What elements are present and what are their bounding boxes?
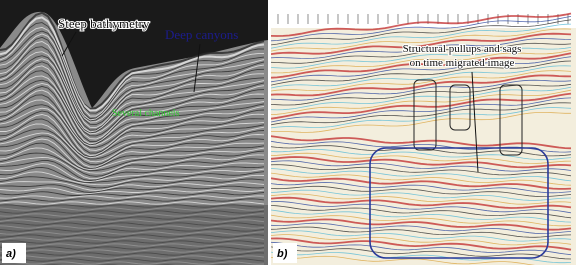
panel-a: Steep bathymetry Deep canyons Several ch… bbox=[0, 0, 268, 265]
annotation: Steep bathymetry bbox=[58, 16, 150, 31]
figure: Steep bathymetry Deep canyons Several ch… bbox=[0, 0, 576, 265]
deep-noise bbox=[0, 205, 268, 265]
panel-label: b) bbox=[277, 248, 288, 260]
annotation: Several channels bbox=[112, 108, 180, 119]
ruler bbox=[271, 0, 576, 28]
annotation: Structural pullups and sags bbox=[403, 43, 522, 55]
seismic-section bbox=[271, 0, 576, 265]
panel-b: Structural pullups and sags on time migr… bbox=[271, 0, 576, 265]
annotation: on time migrated image bbox=[410, 57, 515, 69]
panel-label: a) bbox=[6, 248, 16, 260]
annotation: Deep canyons bbox=[165, 27, 238, 42]
